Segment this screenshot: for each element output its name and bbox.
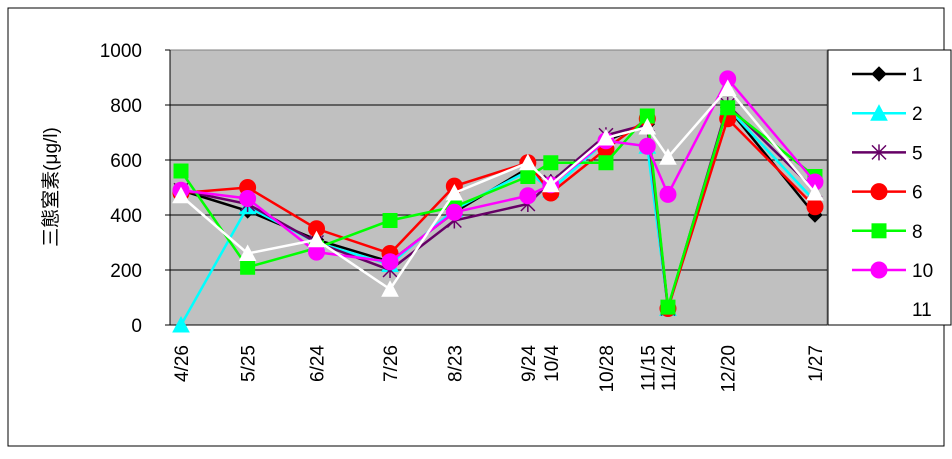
legend-marker: [871, 223, 887, 239]
data-point: [445, 203, 463, 221]
data-point: [445, 183, 464, 201]
x-tick-label: 7/26: [381, 345, 402, 382]
data-point: [519, 153, 537, 171]
data-point: [172, 315, 190, 333]
x-tick-label: 9/24: [519, 345, 540, 382]
x-tick-label: 11/15: [638, 345, 659, 391]
data-point: [240, 259, 256, 275]
legend-label: 6: [912, 183, 923, 204]
data-point: [638, 137, 656, 155]
data-point: [173, 163, 189, 179]
data-point: [638, 117, 657, 135]
y-tick-label: 400: [110, 206, 142, 227]
data-point: [307, 230, 326, 248]
data-point: [238, 244, 257, 261]
legend-marker: [870, 261, 888, 279]
y-axis-title: 三態窒素(μg/l): [40, 127, 62, 247]
legend-label: 10: [912, 261, 933, 282]
legend-label: 1: [912, 65, 923, 86]
x-tick-label: 4/26: [172, 345, 193, 382]
series: [172, 79, 824, 297]
data-point: [239, 190, 257, 207]
x-tick-label: 12/20: [719, 345, 740, 393]
x-tick-label: 5/25: [239, 345, 260, 382]
x-tick-label: 1/27: [806, 345, 827, 382]
legend-marker: [871, 66, 887, 82]
y-tick-label: 600: [110, 151, 142, 172]
data-point: [806, 183, 824, 201]
data-point: [381, 253, 399, 271]
x-tick-label: 6/24: [308, 345, 329, 382]
data-point: [806, 198, 824, 216]
data-point: [382, 213, 398, 228]
series: [173, 100, 823, 315]
x-tick-label: 10/4: [542, 345, 563, 382]
data-point: [660, 299, 676, 315]
data-point: [718, 79, 737, 96]
y-tick-label: 0: [131, 316, 142, 337]
data-point: [541, 175, 560, 193]
legend-label: 11: [912, 300, 932, 321]
x-tick-label: 11/24: [659, 345, 680, 392]
series-line: [179, 105, 816, 308]
data-point: [520, 169, 536, 184]
legend-label: 8: [912, 222, 923, 243]
y-tick-label: 1000: [100, 41, 142, 62]
x-tick-label: 10/28: [597, 345, 618, 393]
data-point: [597, 128, 615, 146]
data-point: [659, 148, 677, 165]
legend-label: 2: [912, 104, 923, 125]
legend: [827, 49, 952, 326]
legend-marker: [870, 183, 888, 201]
data-point: [172, 186, 190, 204]
legend-marker: [870, 104, 888, 121]
data-point: [381, 280, 399, 297]
x-tick-label: 8/23: [445, 345, 466, 382]
data-point: [598, 155, 614, 171]
data-point: [519, 187, 537, 205]
data-point: [720, 100, 736, 116]
legend-marker: [870, 300, 888, 317]
legend-label: 5: [912, 143, 923, 164]
y-tick-label: 800: [110, 96, 142, 117]
y-tick-label: 200: [110, 261, 142, 282]
legend-marker: [871, 144, 887, 161]
data-point: [659, 185, 677, 203]
data-point: [543, 155, 559, 171]
series-line: [180, 86, 816, 291]
